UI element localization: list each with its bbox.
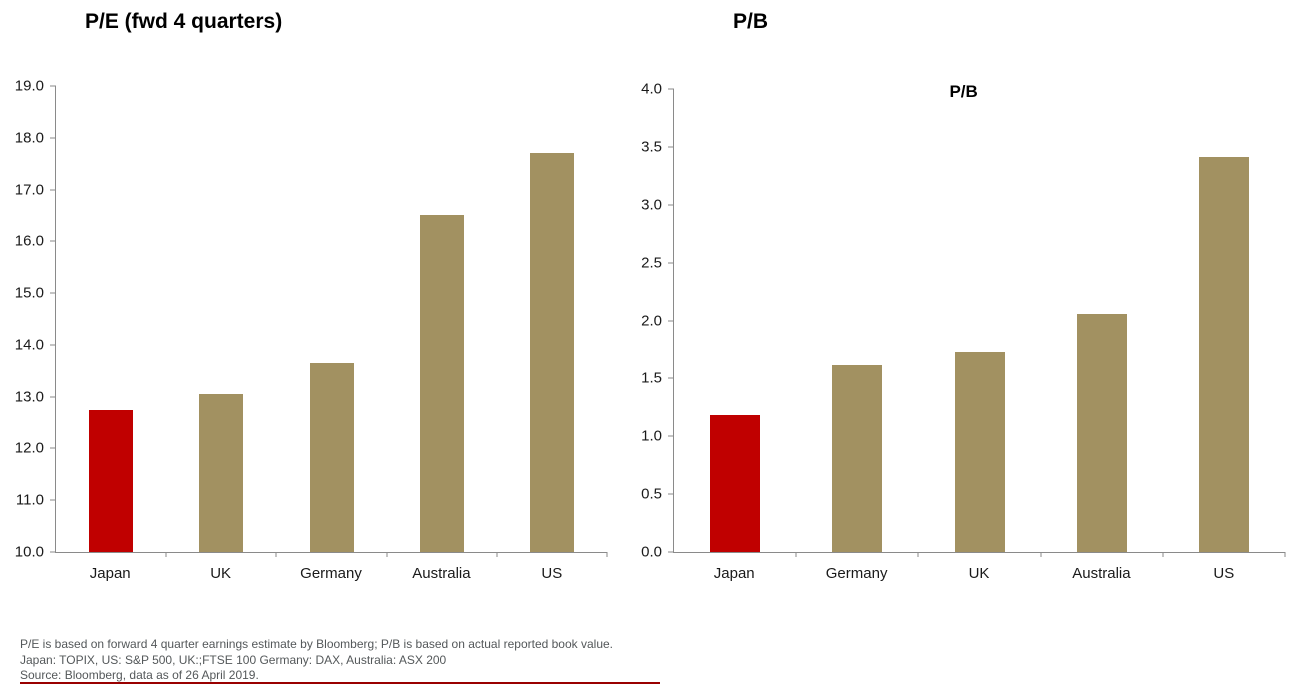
y-tick-mark — [668, 88, 674, 90]
bar-uk — [199, 394, 244, 552]
bar-germany — [309, 363, 354, 552]
x-tick-mark — [606, 552, 608, 557]
y-tick-mark — [668, 551, 674, 553]
x-tick-mark — [795, 552, 797, 557]
y-tick-label: 3.0 — [641, 196, 662, 214]
bar-japan — [710, 415, 761, 552]
y-tick-mark — [50, 447, 56, 449]
y-tick-mark — [668, 377, 674, 379]
bar-slot — [166, 86, 276, 552]
y-tick-mark — [50, 137, 56, 139]
y-tick-label: 16.0 — [14, 232, 44, 250]
y-tick-label: 2.5 — [641, 254, 662, 272]
y-tick-mark — [50, 189, 56, 191]
y-tick-label: 10.0 — [14, 543, 44, 561]
y-tick-label: 4.0 — [641, 80, 662, 98]
x-category-label: UK — [210, 565, 232, 582]
y-tick-mark — [50, 499, 56, 501]
footnote-line-2: Japan: TOPIX, US: S&P 500, UK:;FTSE 100 … — [20, 652, 447, 667]
bar-uk — [954, 351, 1005, 552]
bar-us — [529, 153, 574, 552]
y-tick-mark — [668, 493, 674, 495]
y-tick-mark — [668, 146, 674, 148]
x-category-label: US — [541, 565, 563, 582]
x-category-label: Japan — [89, 565, 131, 582]
y-tick-mark — [50, 396, 56, 398]
pe-bars — [56, 86, 607, 552]
bar-australia — [1076, 313, 1127, 552]
y-tick-mark — [668, 262, 674, 264]
x-tick-mark — [165, 552, 167, 557]
y-tick-label: 19.0 — [14, 77, 44, 95]
y-tick-mark — [50, 292, 56, 294]
bar-slot — [276, 86, 386, 552]
pb-bars — [674, 89, 1285, 552]
pe-x-axis-labels: Japan UK Germany Australia US — [55, 565, 607, 582]
pe-chart-title: P/E (fwd 4 quarters) — [85, 10, 283, 33]
y-tick-label: 2.0 — [641, 312, 662, 329]
x-category-label: Australia — [1072, 565, 1131, 582]
x-tick-mark — [496, 552, 498, 557]
y-tick-label: 1.0 — [641, 427, 662, 445]
bar-slot — [497, 86, 607, 552]
x-category-label: Japan — [713, 565, 755, 582]
x-category-label: Australia — [412, 565, 471, 582]
bar-slot — [918, 89, 1040, 552]
x-tick-mark — [1284, 552, 1286, 557]
bar-japan — [89, 409, 134, 552]
y-tick-label: 0.5 — [641, 485, 662, 503]
footnote-line-3: Source: Bloomberg, data as of 26 April 2… — [20, 668, 259, 682]
y-tick-label: 3.5 — [641, 138, 662, 156]
bar-slot — [1163, 89, 1285, 552]
y-tick-mark — [50, 344, 56, 346]
bar-slot — [387, 86, 497, 552]
x-tick-mark — [1162, 552, 1164, 557]
x-tick-mark — [386, 552, 388, 557]
y-tick-label: 0.0 — [641, 543, 662, 561]
y-tick-mark — [50, 85, 56, 87]
x-category-label: UK — [968, 565, 990, 582]
bar-slot — [56, 86, 166, 552]
y-tick-label: 12.0 — [14, 439, 44, 457]
y-tick-mark — [668, 435, 674, 437]
x-category-label: Germany — [300, 565, 362, 582]
y-tick-label: 15.0 — [14, 284, 44, 302]
pb-x-axis-labels: Japan Germany UK Australia US — [673, 565, 1285, 582]
x-tick-mark — [917, 552, 919, 557]
bar-germany — [832, 364, 883, 552]
y-tick-mark — [668, 320, 674, 321]
footnotes: P/E is based on forward 4 quarter earnin… — [20, 637, 613, 684]
pb-inner-title: P/B — [949, 82, 978, 101]
footer-divider-rule — [20, 682, 660, 684]
y-tick-label: 14.0 — [14, 336, 44, 354]
bar-slot — [1041, 89, 1163, 552]
y-tick-mark — [50, 240, 56, 242]
y-tick-label: 18.0 — [14, 129, 44, 147]
y-tick-mark — [50, 551, 56, 553]
y-tick-label: 17.0 — [14, 181, 44, 199]
pb-plot-area: P/B 4.0 3.5 3.0 2.5 2.0 1.5 1.0 0.5 0.0 — [641, 81, 1286, 561]
pe-plot-area: 19.0 18.0 17.0 16.0 15.0 14.0 13.0 12.0 11.0 10.0 — [15, 78, 608, 561]
y-tick-label: 13.0 — [14, 388, 44, 406]
bar-australia — [419, 215, 464, 552]
x-tick-mark — [1040, 552, 1042, 557]
pb-chart-title: P/B — [733, 10, 769, 33]
y-tick-label: 1.5 — [641, 369, 662, 387]
x-tick-mark — [275, 552, 277, 557]
x-category-label: Germany — [825, 565, 888, 582]
y-tick-label: 11.0 — [15, 491, 44, 509]
bar-slot — [796, 89, 918, 552]
x-category-label: US — [1213, 565, 1235, 582]
bar-slot — [674, 89, 796, 552]
bar-us — [1198, 157, 1249, 552]
y-tick-mark — [668, 204, 674, 206]
footnote-line-1: P/E is based on forward 4 quarter earnin… — [20, 637, 614, 651]
